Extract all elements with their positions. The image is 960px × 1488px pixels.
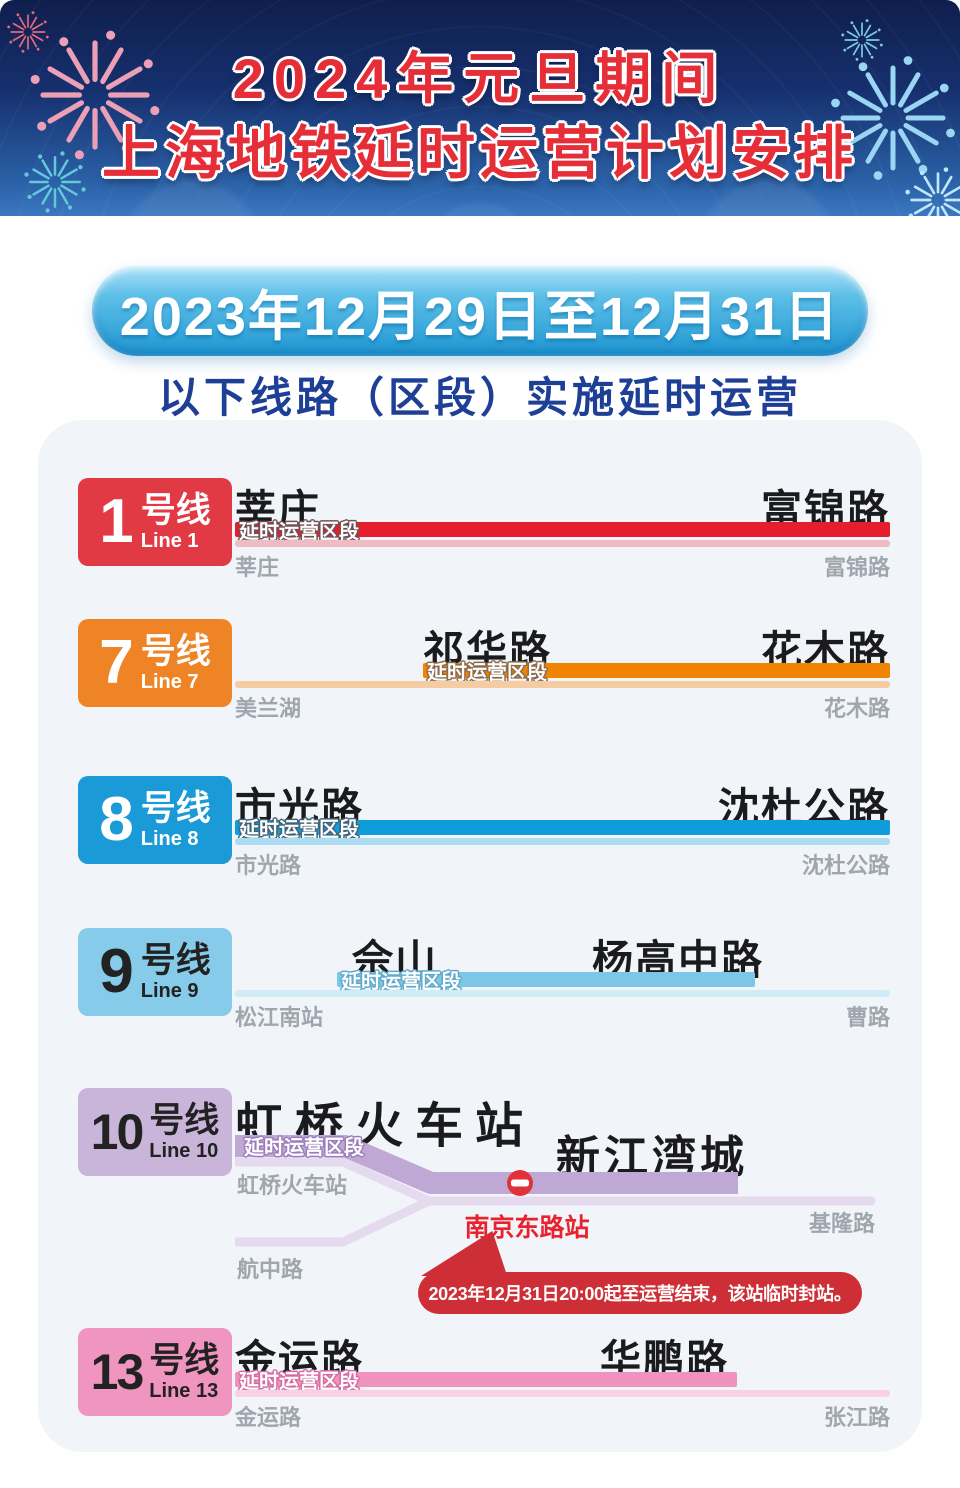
full-line-branch-lower — [235, 1196, 431, 1247]
badge-number: 13 — [90, 1344, 145, 1400]
extended-segment-bar: 延时运营区段 — [337, 970, 755, 992]
terminus-left-label: 美兰湖 — [235, 696, 302, 721]
closure-note-bubble: 2023年12月31日20:00起至运营结束，该站临时封站。 — [418, 1272, 862, 1314]
line-8-badge: 8 号线 Line 8 — [78, 776, 232, 864]
full-line-bar — [235, 1390, 890, 1397]
segment-tag: 延时运营区段 — [239, 818, 359, 841]
branch-terminus-label: 航中路 — [237, 1257, 304, 1282]
line-1-row: 1 号线 Line 1 莘庄 富锦路 延时运营区段 莘庄 富锦路 — [0, 476, 960, 626]
terminus-right-label: 基隆路 — [808, 1211, 875, 1236]
poster-title-line-1: 2024年元旦期间 — [232, 47, 728, 110]
segment-tag: 延时运营区段 — [341, 970, 461, 993]
badge-en-name: Line 9 — [140, 980, 199, 1002]
terminus-left-label: 市光路 — [235, 853, 302, 878]
closure-icon — [507, 1170, 533, 1196]
extended-segment-bar — [235, 1135, 738, 1194]
extended-segment-bar: 延时运营区段 — [235, 520, 890, 542]
extended-segment-bar: 延时运营区段 — [235, 818, 890, 840]
full-line-bar — [235, 990, 890, 997]
full-line-branch-upper — [235, 1157, 431, 1206]
line-13-badge: 13 号线 Line 13 — [78, 1328, 232, 1416]
terminus-left-label: 松江南站 — [235, 1005, 324, 1030]
terminus-right-label: 沈杜公路 — [801, 853, 890, 878]
full-line-bar — [235, 838, 890, 845]
badge-name: 号线 — [140, 941, 211, 980]
line-7-row: 7 号线 Line 7 祁华路 花木路 延时运营区段 美兰湖 花木路 — [0, 617, 960, 767]
terminus-left-label: 金运路 — [235, 1405, 302, 1430]
badge-name: 号线 — [140, 632, 211, 671]
terminus-right-label: 富锦路 — [823, 555, 890, 580]
terminus-right-label: 花木路 — [823, 696, 890, 721]
segment-tag: 延时运营区段 — [244, 1136, 364, 1159]
badge-en-name: Line 7 — [140, 671, 199, 693]
line-10-diagram — [235, 1135, 876, 1247]
badge-number: 1 — [99, 487, 134, 556]
terminus-right-label: 曹路 — [845, 1005, 890, 1030]
full-line-bar — [235, 681, 890, 688]
subtitle: 以下线路（区段）实施延时运营 — [157, 374, 802, 421]
poster-title-line-2: 上海地铁延时运营计划安排 — [101, 121, 858, 186]
segment-tag: 延时运营区段 — [239, 1370, 359, 1393]
banner-pattern — [0, 0, 960, 216]
badge-name: 号线 — [140, 491, 211, 530]
line-9-badge: 9 号线 Line 9 — [78, 928, 232, 1016]
terminus-right-label: 张江路 — [823, 1405, 890, 1430]
line-1-badge: 1 号线 Line 1 — [78, 478, 232, 566]
segment-tag: 延时运营区段 — [239, 520, 359, 543]
line-7-badge: 7 号线 Line 7 — [78, 619, 232, 707]
line-9-row: 9 号线 Line 9 佘山 杨高中路 延时运营区段 松江南站 曹路 — [0, 926, 960, 1076]
badge-number: 8 — [99, 785, 134, 854]
badge-name: 号线 — [149, 1341, 220, 1380]
segment-tag: 延时运营区段 — [427, 661, 547, 684]
badge-number: 10 — [90, 1104, 145, 1160]
closed-station-label: 南京东路站 — [464, 1214, 590, 1242]
line-8-row: 8 号线 Line 8 市光路 沈杜公路 延时运营区段 市光路 沈杜公路 — [0, 774, 960, 924]
extended-segment-bar: 延时运营区段 — [423, 661, 890, 683]
badge-en-name: Line 1 — [140, 530, 199, 552]
extended-segment-bar: 延时运营区段 — [235, 1370, 737, 1392]
header-banner: 2024年元旦期间 上海地铁延时运营计划安排 — [0, 0, 960, 216]
badge-en-name: Line 8 — [140, 828, 199, 850]
terminus-left-label: 虹桥火车站 — [237, 1173, 348, 1198]
badge-number: 9 — [99, 937, 134, 1006]
line-13-row: 13 号线 Line 13 金运路 华鹏路 延时运营区段 金运路 张江路 — [0, 1326, 960, 1476]
date-range-pill: 2023年12月29日至12月31日 — [92, 266, 868, 356]
badge-name: 号线 — [149, 1101, 220, 1140]
badge-en-name: Line 10 — [149, 1140, 219, 1162]
full-line-bar — [235, 540, 890, 547]
line-10-badge: 10 号线 Line 10 — [78, 1088, 232, 1176]
badge-number: 7 — [99, 628, 134, 697]
badge-name: 号线 — [140, 789, 211, 828]
badge-en-name: Line 13 — [149, 1380, 219, 1402]
terminus-left-label: 莘庄 — [235, 555, 280, 580]
